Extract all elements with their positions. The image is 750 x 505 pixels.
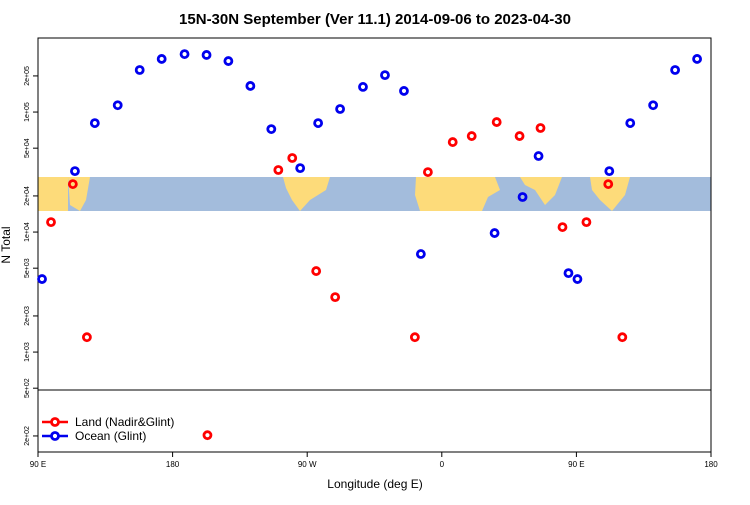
x-tick-label: 180 [704,460,718,469]
point [330,292,341,303]
point [223,56,234,66]
point [67,179,78,189]
point [489,228,500,238]
point [517,192,528,202]
legend: Land (Nadir&Glint)Ocean (Glint) [42,415,174,443]
point [82,332,92,343]
x-tick-label: 0 [440,460,445,469]
point [617,332,628,343]
point [156,54,167,64]
point [603,179,614,189]
point [313,118,324,128]
y-tick-label: 2e+02 [24,426,31,446]
y-tick-label: 5e+04 [24,138,31,158]
point [70,166,80,177]
point [514,131,525,141]
y-tick-label: 1e+05 [24,102,31,122]
y-tick-label: 1e+03 [24,342,31,362]
x-tick-label: 90 W [298,460,317,469]
y-axis-label: N Total [0,226,13,263]
point [358,82,368,92]
x-tick-label: 90 E [568,460,584,469]
point [399,86,409,96]
point [311,266,322,276]
point [37,274,47,284]
point [447,137,458,147]
point [409,332,420,343]
x-tick-label: 90 E [30,460,46,469]
point [604,166,615,177]
x-tick-label: 180 [166,460,180,469]
point [273,165,284,175]
plot-frame [37,37,712,453]
point [134,65,145,75]
point [557,222,568,232]
point [466,131,477,141]
point [572,274,583,284]
y-tick-label: 1e+04 [24,222,31,242]
point [202,430,213,441]
point [287,153,298,163]
point [89,118,100,128]
y-tick-label: 5e+02 [24,378,31,398]
point [670,65,681,75]
legend-marker [50,417,60,427]
point [625,118,636,128]
map-band [38,177,711,211]
legend-marker [50,431,60,441]
point [415,249,426,259]
point [422,167,433,177]
point [112,100,123,111]
point [245,81,256,91]
point [266,124,277,134]
x-axis-label: Longitude (deg E) [327,477,422,491]
point [295,163,306,174]
point [46,217,56,228]
legend-label: Land (Nadir&Glint) [75,415,174,429]
y-tick-label: 2e+04 [24,186,31,206]
point [533,151,544,161]
point [692,54,702,64]
y-tick-label: 5e+03 [24,258,31,278]
point [201,50,212,60]
point [179,49,190,59]
chart-title: 15N-30N September (Ver 11.1) 2014-09-06 … [179,11,571,28]
point [581,217,592,228]
y-tick-label: 2e+03 [24,306,31,326]
point [648,100,659,111]
y-tick-label: 2e+05 [24,66,31,86]
point [380,70,390,81]
point [491,117,502,127]
point [535,123,546,133]
point [335,104,346,114]
legend-label: Ocean (Glint) [75,429,146,443]
point [563,268,574,279]
